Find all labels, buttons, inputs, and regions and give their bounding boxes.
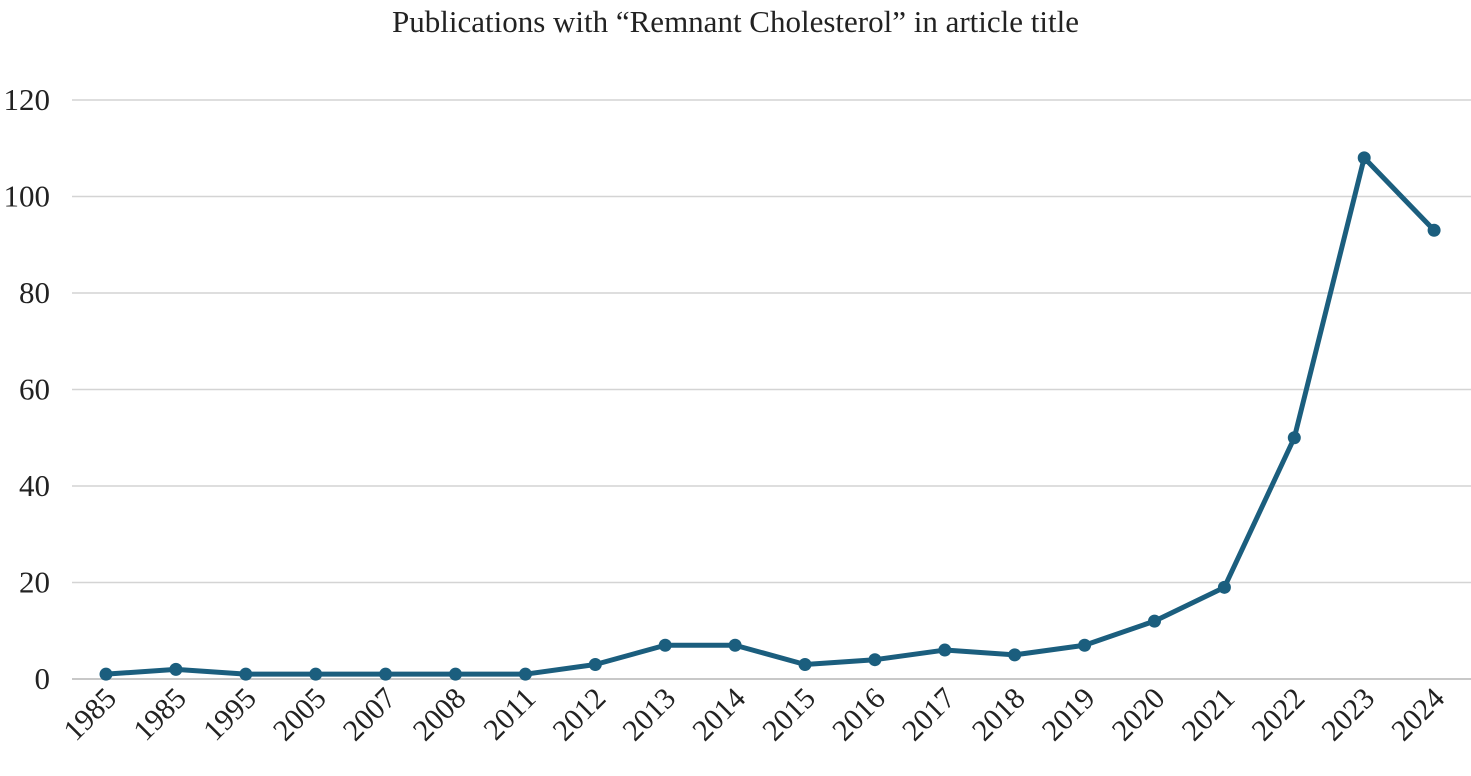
- x-tick-label: 2019: [1036, 682, 1102, 748]
- data-point: [518, 667, 532, 681]
- x-tick-label: 2011: [477, 682, 542, 747]
- x-tick-label: 2016: [826, 682, 892, 748]
- data-point: [1217, 580, 1231, 594]
- y-tick-label: 40: [19, 468, 50, 503]
- y-axis-ticks: 0 20 40 60 80 100 120: [4, 82, 51, 696]
- x-tick-label: 2022: [1245, 682, 1311, 748]
- x-tick-label: 2017: [896, 682, 962, 748]
- x-axis-ticks: 1985 1985 1995 2005 2007 2008 2011 2012 2013 2014…: [57, 682, 1451, 748]
- x-tick-label: 2012: [546, 682, 612, 748]
- data-point: [1427, 223, 1441, 237]
- data-point: [938, 643, 952, 657]
- y-tick-label: 60: [19, 372, 50, 407]
- y-tick-label: 20: [19, 565, 50, 600]
- x-tick-label: 2015: [756, 682, 822, 748]
- data-point: [1287, 431, 1301, 445]
- x-tick-label: 1995: [197, 682, 263, 748]
- x-tick-label: 2018: [966, 682, 1032, 748]
- x-tick-label: 1985: [57, 682, 123, 748]
- y-tick-label: 80: [19, 275, 50, 310]
- data-point: [798, 658, 812, 672]
- chart-title: Publications with “Remnant Cholesterol” …: [391, 4, 1079, 39]
- y-tick-label: 0: [35, 661, 51, 696]
- data-point: [658, 638, 672, 652]
- y-tick-label: 100: [4, 179, 51, 214]
- data-point: [588, 658, 602, 672]
- data-point: [239, 667, 253, 681]
- data-point: [379, 667, 393, 681]
- x-tick-label: 2023: [1315, 682, 1381, 748]
- series-layer: [99, 151, 1441, 681]
- data-point: [1008, 648, 1022, 662]
- x-tick-label: 2007: [337, 682, 403, 748]
- data-point: [99, 667, 113, 681]
- x-tick-label: 2020: [1106, 682, 1172, 748]
- x-tick-label: 1985: [127, 682, 193, 748]
- x-tick-label: 2013: [616, 682, 682, 748]
- y-tick-label: 120: [4, 82, 51, 117]
- x-tick-label: 2005: [267, 682, 333, 748]
- series-line: [103, 155, 1437, 677]
- data-point: [728, 638, 742, 652]
- data-point: [309, 667, 323, 681]
- x-tick-label: 2021: [1176, 682, 1242, 748]
- data-point: [1078, 638, 1092, 652]
- data-point: [1148, 614, 1161, 628]
- x-tick-label: 2014: [686, 682, 752, 748]
- x-tick-label: 2008: [407, 682, 473, 748]
- data-point: [449, 667, 462, 681]
- gridlines: [72, 99, 1471, 680]
- data-point: [169, 662, 183, 676]
- data-point: [868, 653, 882, 667]
- x-tick-label: 2024: [1385, 682, 1451, 748]
- data-point: [1357, 151, 1371, 165]
